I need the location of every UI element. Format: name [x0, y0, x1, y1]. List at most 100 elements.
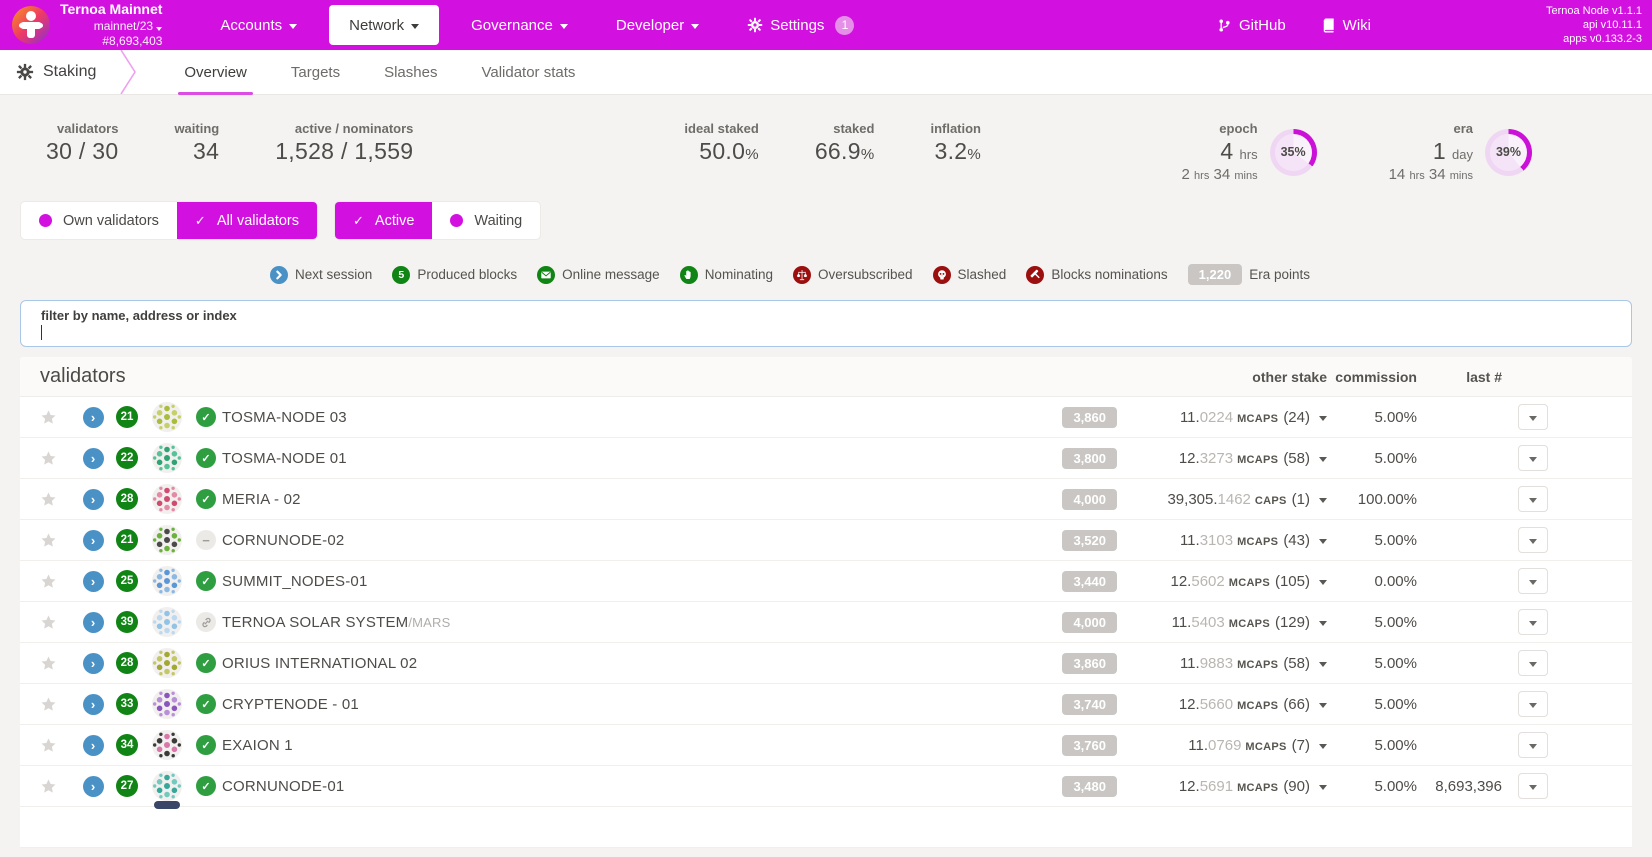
favorite-star-icon[interactable] [40, 450, 57, 467]
favorite-star-icon[interactable] [40, 614, 57, 631]
identicon[interactable] [152, 607, 182, 637]
era-points-badge: 4,000 [1062, 488, 1117, 510]
legend-blocks-nominations: Blocks nominations [1026, 265, 1168, 284]
row-expander-button[interactable] [1518, 650, 1548, 676]
other-stake: 12. 5602 MCAPS (105) [1171, 573, 1327, 590]
online-check-icon: ✓ [196, 776, 216, 796]
stake-expand-caret[interactable] [1319, 661, 1327, 667]
row-expander-button[interactable] [1518, 691, 1548, 717]
favorite-star-icon[interactable] [40, 655, 57, 672]
legend-online-message: Online message [537, 265, 660, 284]
chain-info-dropdown[interactable]: Ternoa Mainnet mainnet/23 #8,693,403 [60, 1, 163, 49]
dot-icon [39, 214, 52, 227]
stake-expand-caret[interactable] [1319, 620, 1327, 626]
stake-expand-caret[interactable] [1319, 456, 1327, 462]
dot-icon [450, 214, 464, 227]
filter-input-label: filter by name, address or index [41, 308, 237, 323]
row-expander-button[interactable] [1518, 445, 1548, 471]
other-stake: 39,305. 1462 CAPS (1) [1167, 491, 1327, 508]
tab-slashes[interactable]: Slashes [384, 63, 438, 81]
stake-expand-caret[interactable] [1319, 743, 1327, 749]
row-expander-button[interactable] [1518, 404, 1548, 430]
validator-row: › 22 ✓ TOSMA-NODE 01 3,800 12. 3273 MCAPS(… [20, 438, 1632, 479]
menu-developer[interactable]: Developer [592, 0, 723, 50]
validator-row: › 27 ✓ CORNUNODE-01 3,480 12. 5691 MCAPS (9… [20, 766, 1632, 807]
produced-blocks-badge: 27 [116, 775, 138, 797]
menu-network[interactable]: Network [329, 5, 440, 45]
toggle-active[interactable]: ✓ Active [335, 202, 433, 239]
inactive-minus-icon: − [196, 530, 216, 550]
favorite-star-icon[interactable] [40, 573, 57, 590]
stake-expand-caret[interactable] [1319, 702, 1327, 708]
favorite-star-icon[interactable] [40, 696, 57, 713]
menu-accounts[interactable]: Accounts [196, 0, 321, 50]
row-expander-button[interactable] [1518, 527, 1548, 553]
ternoa-logo-icon[interactable] [12, 6, 50, 44]
stake-expand-caret[interactable] [1319, 784, 1327, 790]
favorite-star-icon[interactable] [40, 737, 57, 754]
identicon[interactable] [152, 689, 182, 719]
menu-governance[interactable]: Governance [447, 0, 592, 50]
era-points-badge: 1,220 [1187, 264, 1243, 285]
produced-blocks-badge: 39 [116, 611, 138, 633]
github-link[interactable]: GitHub [1203, 17, 1300, 34]
next-session-icon: › [82, 693, 104, 715]
favorite-star-icon[interactable] [40, 491, 57, 508]
favorite-star-icon[interactable] [40, 409, 57, 426]
tab-validator-stats[interactable]: Validator stats [481, 63, 576, 81]
block-number: #8,693,403 [102, 33, 163, 48]
git-branch-icon [1217, 18, 1232, 33]
table-title: validators [40, 365, 126, 387]
identicon[interactable] [152, 730, 182, 760]
produced-blocks-badge: 28 [116, 652, 138, 674]
validator-row [20, 801, 1632, 848]
toggle-waiting[interactable]: Waiting [432, 202, 540, 239]
identicon[interactable] [152, 402, 182, 432]
identicon[interactable] [152, 566, 182, 596]
commission: 5.00% [1374, 777, 1417, 795]
row-expander-button[interactable] [1518, 568, 1548, 594]
produced-blocks-badge: 21 [116, 529, 138, 551]
skull-icon [932, 265, 951, 284]
tabs: Overview Targets Slashes Validator stats [162, 50, 597, 95]
gear-icon [747, 17, 763, 33]
chevron-down-icon [559, 23, 568, 29]
stat-ideal-staked: ideal staked 50.0% [684, 121, 759, 164]
identicon[interactable] [152, 484, 182, 514]
toggle-all-validators[interactable]: ✓ All validators [176, 202, 318, 239]
stake-expand-caret[interactable] [1319, 497, 1327, 503]
toggle-own-validators[interactable]: Own validators [21, 202, 177, 239]
identicon[interactable] [152, 525, 182, 555]
era-points-badge: 4,000 [1062, 611, 1117, 633]
row-expander-button[interactable] [1518, 609, 1548, 635]
row-expander-button[interactable] [1518, 486, 1548, 512]
stake-expand-caret[interactable] [1319, 415, 1327, 421]
stake-expand-caret[interactable] [1319, 579, 1327, 585]
validator-name: EXAION 1 [222, 736, 293, 754]
era-donut: 39% [1485, 128, 1532, 176]
identicon[interactable] [152, 771, 182, 801]
stake-expand-caret[interactable] [1319, 538, 1327, 544]
validator-row: › 25 ✓ SUMMIT_NODES-01 3,440 12. 5602 MCAP… [20, 561, 1632, 602]
online-check-icon: ✓ [196, 407, 216, 427]
toggle-group: Own validators ✓ All validators [20, 201, 319, 240]
validator-row: › 34 ✓ EXAION 1 3,760 11. 0769 MCAPS (7) 5.… [20, 725, 1632, 766]
validator-name: ORIUS INTERNATIONAL 02 [222, 654, 418, 672]
tab-overview[interactable]: Overview [162, 50, 269, 95]
filter-input[interactable]: filter by name, address or index [20, 300, 1632, 347]
tab-targets[interactable]: Targets [290, 63, 341, 81]
row-expander-button[interactable] [1518, 773, 1548, 799]
wiki-link[interactable]: Wiki [1308, 17, 1385, 34]
next-session-icon: › [82, 775, 104, 797]
main-menu: Accounts Network Governance Developer [196, 0, 878, 50]
identicon[interactable] [152, 443, 182, 473]
menu-settings[interactable]: Settings 1 [723, 0, 878, 50]
chain-spec: mainnet/23 [93, 18, 154, 33]
stat-waiting: waiting 34 [174, 121, 220, 164]
row-expander-button[interactable] [1518, 732, 1548, 758]
favorite-star-icon[interactable] [40, 778, 57, 795]
identicon[interactable] [152, 648, 182, 678]
commission: 100.00% [1357, 490, 1417, 508]
era-points-badge: 3,740 [1062, 693, 1117, 715]
favorite-star-icon[interactable] [40, 532, 57, 549]
